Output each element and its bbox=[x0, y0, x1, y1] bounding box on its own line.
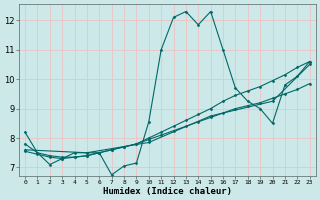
X-axis label: Humidex (Indice chaleur): Humidex (Indice chaleur) bbox=[103, 187, 232, 196]
